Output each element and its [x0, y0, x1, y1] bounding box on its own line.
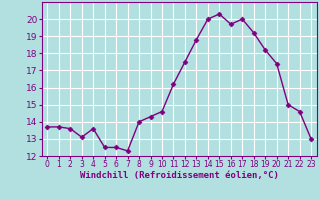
X-axis label: Windchill (Refroidissement éolien,°C): Windchill (Refroidissement éolien,°C): [80, 171, 279, 180]
